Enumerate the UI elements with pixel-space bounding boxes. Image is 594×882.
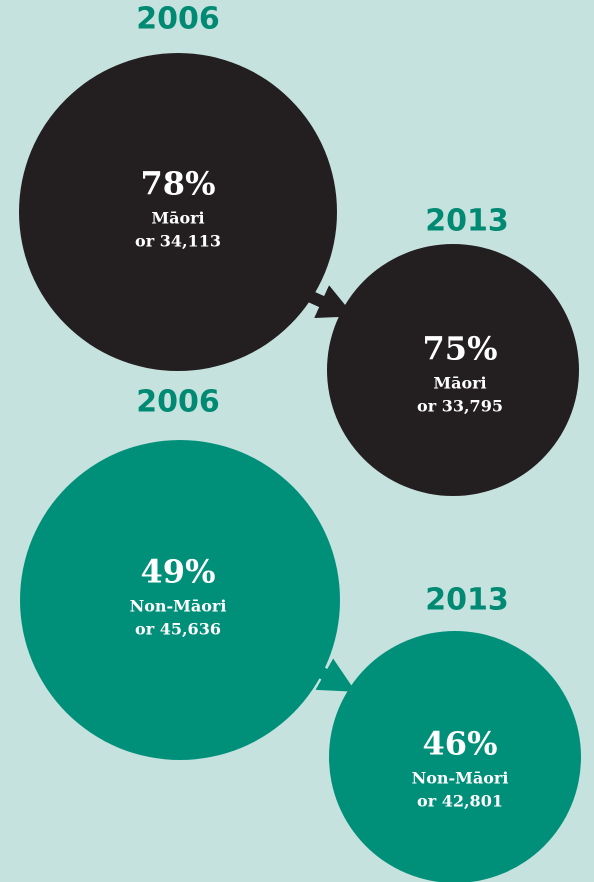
year: 2013 (425, 583, 509, 618)
circle (20, 440, 340, 760)
percent: 46% (423, 725, 498, 763)
label: Māori (433, 374, 486, 393)
count: or 45,636 (135, 620, 221, 639)
count: or 33,795 (417, 397, 503, 416)
arrow (287, 649, 356, 692)
year: 2006 (136, 385, 220, 420)
percent: 75% (423, 330, 498, 368)
count: or 34,113 (135, 232, 221, 251)
circle (19, 53, 337, 371)
circle (329, 631, 581, 882)
year: 2013 (425, 204, 509, 239)
arrow (282, 279, 355, 318)
circle (327, 244, 579, 496)
label: Non-Māori (130, 597, 227, 616)
year: 2006 (136, 2, 220, 37)
percent: 78% (141, 165, 216, 203)
percent: 49% (141, 553, 216, 591)
count: or 42,801 (417, 792, 503, 811)
label: Māori (151, 209, 204, 228)
label: Non-Māori (412, 769, 509, 788)
